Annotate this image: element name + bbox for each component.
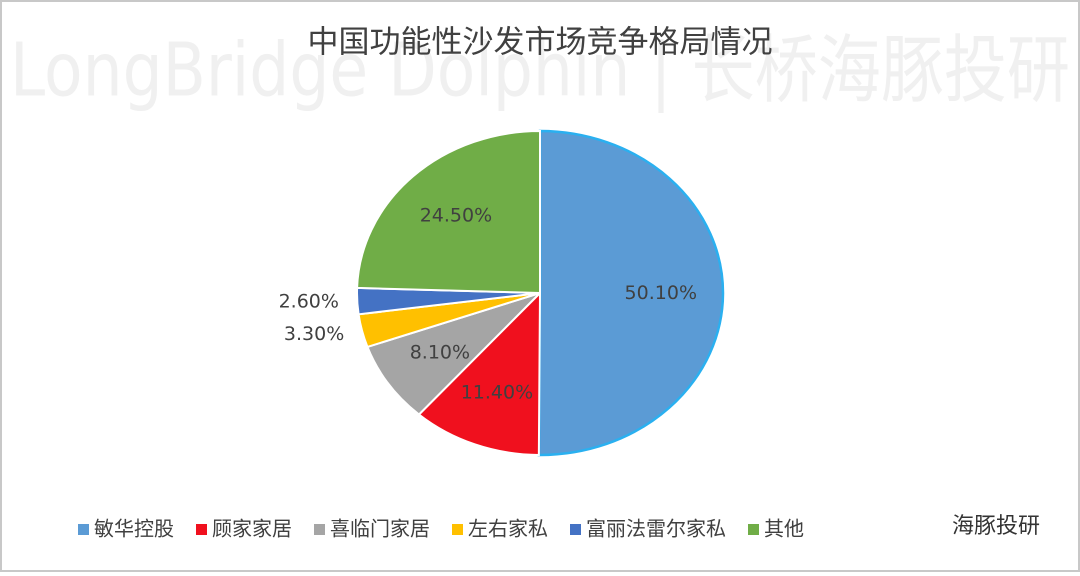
data-label: 8.10% [410, 341, 470, 363]
legend-label: 顾家家居 [212, 517, 292, 541]
legend-marker [196, 524, 207, 535]
legend-label: 富丽法雷尔家私 [586, 517, 726, 541]
legend-marker [314, 524, 325, 535]
data-label: 11.40% [461, 381, 533, 403]
data-label: 24.50% [420, 205, 492, 227]
chart-title: 中国功能性沙发市场竞争格局情况 [308, 25, 773, 61]
legend-label: 左右家私 [468, 517, 548, 541]
pie-slice [366, 292, 541, 416]
legend: 敏华控股 顾家家居 喜临门家居 左右家私 富丽法雷尔家私 其他 [78, 517, 804, 541]
data-label: 50.10% [625, 282, 697, 304]
watermark: LongBridge Dolphin | 长桥海豚投研 [10, 28, 1070, 114]
pie-slice [356, 129, 541, 295]
data-label: 2.60% [279, 290, 339, 312]
pie-slice [537, 129, 725, 457]
pie: 50.10% 11.40% 8.10% 3.30% 2.60% 24.50% [279, 129, 725, 457]
data-label: 3.30% [284, 323, 344, 345]
legend-marker [570, 524, 581, 535]
legend-label: 敏华控股 [94, 517, 174, 541]
legend-label: 喜临门家居 [330, 517, 430, 541]
legend-marker [452, 524, 463, 535]
badge: 海豚投研 [952, 514, 1040, 539]
legend-label: 其他 [764, 517, 804, 541]
legend-marker [748, 524, 759, 535]
legend-marker [78, 524, 89, 535]
pie-slice [417, 290, 542, 457]
